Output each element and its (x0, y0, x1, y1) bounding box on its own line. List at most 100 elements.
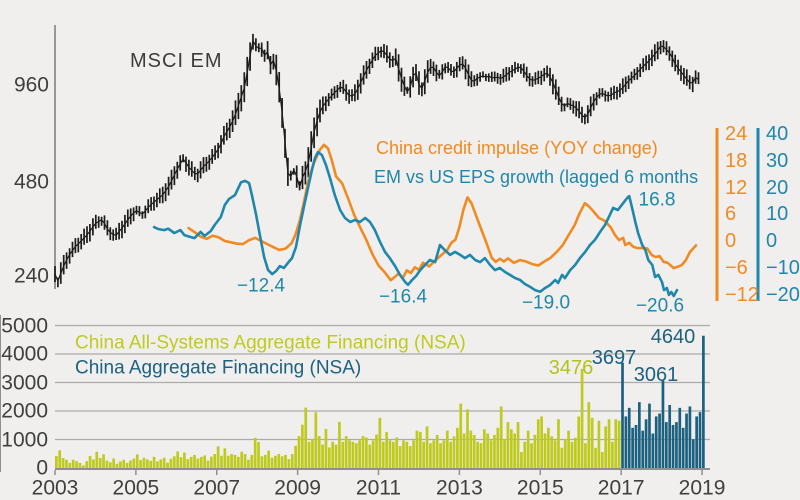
financing-bar-all-systems (311, 438, 314, 468)
financing-axis-label-2000: 2000 (1, 399, 48, 423)
financing-bar-aggregate (654, 416, 658, 468)
financing-bar-all-systems (216, 446, 220, 468)
financing-bar-all-systems (193, 454, 196, 468)
financing-bar-all-systems (223, 448, 227, 468)
financing-bar-all-systems (543, 433, 547, 468)
financing-bar-all-systems (584, 443, 587, 468)
annotation-3061-bottom: 3061 (633, 364, 679, 386)
financing-bar-all-systems (385, 432, 388, 468)
financing-bar-all-systems (172, 456, 176, 468)
financing-bar-all-systems (506, 422, 510, 468)
financing-bar-all-systems (257, 442, 260, 468)
financing-bar-aggregate (675, 422, 678, 468)
financing-bar-all-systems (553, 440, 557, 468)
financing-bar-all-systems (226, 455, 230, 468)
eps-growth-line (152, 150, 679, 298)
msci-em-ohlc-bars (54, 33, 700, 288)
orange-axis-label-0: 0 (725, 230, 737, 252)
financing-bar-all-systems (536, 419, 540, 468)
year-label-2003: 2003 (31, 476, 79, 500)
financing-bar-aggregate (648, 403, 651, 468)
financing-bar-aggregate (644, 419, 648, 468)
financing-bar-all-systems (61, 458, 65, 468)
financing-bar-aggregate (688, 406, 692, 468)
financing-bar-all-systems (590, 417, 594, 468)
financing-bar-all-systems (159, 459, 163, 468)
financing-bar-all-systems (513, 433, 517, 468)
financing-bar-aggregate (634, 424, 638, 468)
financing-bar-all-systems (334, 444, 338, 468)
financing-bar-all-systems (145, 459, 149, 468)
financing-bar-aggregate (661, 380, 665, 468)
financing-bar-all-systems (247, 459, 250, 468)
financing-bar-all-systems (166, 462, 169, 468)
orange-axis-label-6: 6 (725, 203, 737, 225)
financing-bar-all-systems (169, 458, 173, 468)
financing-bar-all-systems (563, 439, 567, 468)
financing-bar-all-systems (75, 461, 78, 468)
financing-bar-all-systems (371, 440, 375, 468)
financing-bar-all-systems (240, 451, 244, 468)
financing-bar-all-systems (199, 456, 203, 468)
financing-bar-all-systems (152, 456, 156, 468)
financing-bar-all-systems (210, 456, 213, 468)
financing-bar-aggregate (702, 335, 705, 468)
financing-bar-all-systems (267, 450, 271, 468)
financing-bar-all-systems (570, 441, 574, 468)
financing-bar-all-systems (250, 454, 254, 468)
financing-axis-label-3000: 3000 (1, 371, 48, 394)
financing-bar-all-systems (418, 432, 422, 468)
orange-axis-label-18: 18 (725, 150, 748, 172)
financing-bar-all-systems (408, 446, 412, 468)
financing-bar-all-systems (122, 459, 126, 468)
financing-bar-all-systems (206, 460, 210, 468)
financing-bar-all-systems (112, 458, 115, 468)
financing-bar-all-systems (402, 440, 405, 468)
financing-bar-all-systems (81, 465, 85, 468)
financing-bar-all-systems (307, 441, 311, 468)
orange-axis-label-−12: −12 (725, 284, 759, 306)
financing-bar-all-systems (135, 454, 139, 468)
financing-bar-all-systems (351, 441, 355, 468)
financing-bar-all-systems (108, 462, 112, 468)
financing-bar-all-systems (594, 447, 597, 468)
financing-bar-all-systems (381, 441, 385, 468)
financing-bar-aggregate (651, 433, 655, 468)
financing-bar-all-systems (533, 434, 537, 468)
financing-axis-label-1000: 1000 (1, 428, 48, 451)
msci-em-series-line (54, 39, 699, 283)
financing-bar-aggregate (685, 413, 688, 468)
financing-bar-all-systems (378, 417, 382, 468)
year-label-2009: 2009 (274, 476, 321, 500)
financing-bar-all-systems (78, 462, 82, 468)
msci-em-title: MSCI EM (130, 50, 223, 72)
financing-bar-all-systems (607, 419, 611, 468)
financing-bar-all-systems (324, 428, 328, 468)
financing-bar-all-systems (472, 434, 476, 468)
financing-bar-all-systems (611, 441, 614, 468)
financing-bar-all-systems (456, 427, 459, 468)
financing-bar-all-systems (149, 460, 153, 469)
financing-bar-all-systems (58, 450, 62, 468)
financing-bar-all-systems (341, 441, 345, 468)
financing-bar-all-systems (354, 443, 358, 468)
year-label-2019: 2019 (678, 476, 726, 500)
financing-bar-all-systems (405, 441, 409, 468)
annotation-3476-bottom: 3476 (548, 357, 594, 379)
annotation-4640-bottom: 4640 (650, 326, 696, 348)
financing-bar-all-systems (496, 427, 500, 468)
blue-axis-label-40: 40 (766, 123, 789, 145)
financing-bar-aggregate (681, 427, 685, 468)
financing-bar-all-systems (516, 422, 520, 468)
financing-bar-all-systems (280, 456, 284, 468)
financing-bar-all-systems (392, 441, 395, 468)
financing-bar-all-systems (439, 443, 442, 468)
financing-bar-all-systems (338, 421, 341, 468)
annotation-16.8-top: 16.8 (638, 189, 676, 211)
financing-bar-all-systems (415, 430, 419, 468)
year-label-2013: 2013 (436, 476, 483, 500)
financing-bar-all-systems (547, 427, 550, 468)
financing-bar-all-systems (597, 420, 601, 468)
financing-bar-all-systems (486, 433, 490, 468)
financing-bar-all-systems (327, 447, 331, 468)
